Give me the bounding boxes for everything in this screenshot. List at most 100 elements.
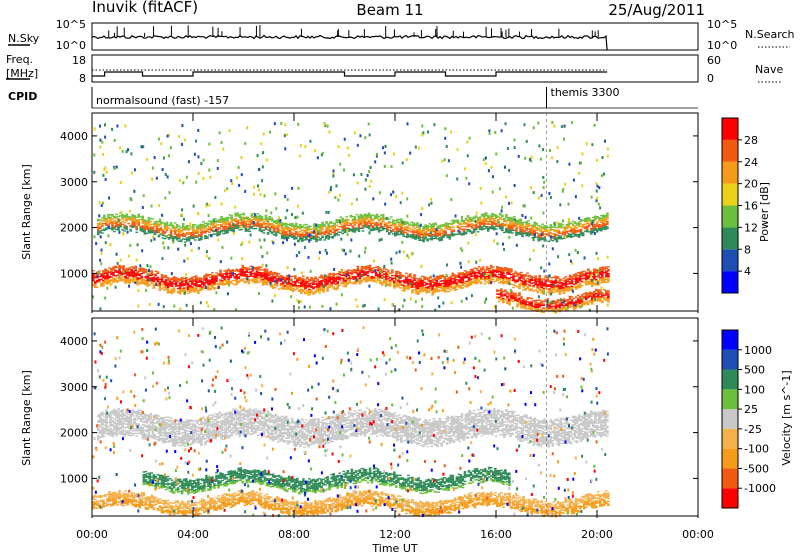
heatmap-cell bbox=[106, 279, 109, 281]
heatmap-cell bbox=[572, 286, 576, 288]
heatmap-cell bbox=[592, 279, 596, 281]
heatmap-cell bbox=[492, 228, 496, 231]
heatmap-cell bbox=[554, 281, 558, 283]
heatmap-cell bbox=[169, 231, 173, 234]
heatmap-cell bbox=[524, 305, 527, 307]
heatmap-cell bbox=[498, 296, 501, 298]
heatmap-cell bbox=[516, 279, 519, 281]
heatmap-cell bbox=[266, 218, 270, 220]
heatmap-cell bbox=[136, 282, 140, 285]
heatmap-cell bbox=[361, 220, 365, 223]
heatmap-cell bbox=[417, 279, 420, 282]
heatmap-cell bbox=[502, 293, 505, 296]
heatmap-cell bbox=[365, 218, 369, 220]
heatmap-cell bbox=[104, 279, 107, 281]
heatmap-cell bbox=[322, 287, 325, 289]
heatmap-cell bbox=[298, 278, 301, 280]
heatmap-cell bbox=[180, 279, 184, 281]
heatmap-cell bbox=[429, 289, 432, 291]
heatmap-cell bbox=[171, 224, 175, 227]
heatmap-cell bbox=[379, 227, 383, 229]
heatmap-cell bbox=[332, 275, 335, 277]
heatmap-cell bbox=[209, 287, 212, 290]
heatmap-cell bbox=[565, 228, 569, 230]
heatmap-cell bbox=[582, 292, 586, 295]
heatmap-cell bbox=[204, 230, 207, 233]
heatmap-cell bbox=[265, 274, 269, 276]
heatmap-cell bbox=[139, 229, 143, 232]
heatmap-cell bbox=[460, 219, 464, 221]
heatmap-cell bbox=[172, 287, 176, 289]
heatmap-cell bbox=[431, 285, 434, 288]
heatmap-cell bbox=[435, 282, 438, 284]
heatmap-cell bbox=[106, 280, 109, 282]
heatmap-cell bbox=[588, 301, 592, 303]
heatmap-cell bbox=[592, 290, 596, 293]
heatmap-cell bbox=[516, 272, 519, 274]
heatmap-cell bbox=[240, 221, 244, 224]
heatmap-cell bbox=[306, 290, 309, 292]
heatmap-cell bbox=[418, 224, 421, 226]
heatmap-cell bbox=[463, 274, 467, 276]
heatmap-cell bbox=[131, 226, 134, 228]
heatmap-cell bbox=[382, 268, 386, 270]
heatmap-cell bbox=[468, 221, 472, 223]
heatmap-cell bbox=[351, 230, 355, 233]
heatmap-cell bbox=[177, 228, 181, 230]
heatmap-cell bbox=[301, 232, 304, 234]
heatmap-cell bbox=[239, 279, 243, 281]
heatmap-cell bbox=[438, 233, 442, 235]
heatmap-cell bbox=[415, 284, 418, 287]
heatmap-cell bbox=[453, 288, 457, 290]
heatmap-cell bbox=[597, 276, 600, 278]
heatmap-cell bbox=[325, 227, 328, 230]
heatmap-cell bbox=[265, 271, 269, 273]
heatmap-cell bbox=[482, 224, 486, 226]
heatmap-cell bbox=[358, 269, 362, 271]
heatmap-cell bbox=[265, 283, 269, 286]
heatmap-cell bbox=[355, 213, 359, 216]
heatmap-cell bbox=[555, 239, 559, 241]
heatmap-cell bbox=[511, 226, 514, 229]
heatmap-cell bbox=[341, 221, 345, 224]
heatmap-cell bbox=[310, 282, 313, 284]
heatmap-cell bbox=[500, 276, 503, 279]
heatmap-cell bbox=[518, 301, 521, 304]
heatmap-cell bbox=[256, 224, 260, 226]
heatmap-cell bbox=[244, 223, 248, 225]
heatmap-cell bbox=[162, 282, 166, 284]
heatmap-cell bbox=[562, 282, 566, 285]
heatmap-cell bbox=[358, 274, 362, 277]
heatmap-cell bbox=[117, 223, 120, 226]
heatmap-cell bbox=[591, 223, 595, 226]
heatmap-cell bbox=[531, 231, 534, 233]
heatmap-cell bbox=[334, 277, 337, 280]
heatmap-cell bbox=[485, 266, 489, 268]
heatmap-cell bbox=[542, 287, 546, 290]
heatmap-cell bbox=[578, 277, 582, 279]
heatmap-cell bbox=[348, 277, 352, 280]
heatmap-cell bbox=[108, 281, 111, 283]
heatmap-cell bbox=[378, 281, 382, 283]
heatmap-cell bbox=[522, 300, 525, 302]
heatmap-cell bbox=[142, 269, 146, 271]
heatmap-cell bbox=[118, 278, 121, 280]
heatmap-cell bbox=[261, 278, 265, 281]
heatmap-cell bbox=[584, 297, 588, 299]
heatmap-cell bbox=[539, 236, 543, 238]
heatmap-cell bbox=[550, 286, 554, 288]
heatmap-cell bbox=[205, 277, 208, 280]
heatmap-cell bbox=[393, 219, 397, 222]
heatmap-cell bbox=[491, 270, 495, 272]
heatmap-cell bbox=[150, 278, 154, 280]
heatmap-cell bbox=[416, 235, 419, 238]
heatmap-cell bbox=[345, 220, 349, 222]
heatmap-cell bbox=[586, 303, 590, 306]
heatmap-cell bbox=[496, 290, 499, 293]
heatmap-cell bbox=[601, 276, 604, 278]
heatmap-cell bbox=[181, 238, 185, 240]
heatmap-cell bbox=[443, 280, 447, 282]
heatmap-cell bbox=[430, 236, 433, 238]
heatmap-cell bbox=[230, 221, 233, 224]
heatmap-cell bbox=[206, 222, 209, 224]
